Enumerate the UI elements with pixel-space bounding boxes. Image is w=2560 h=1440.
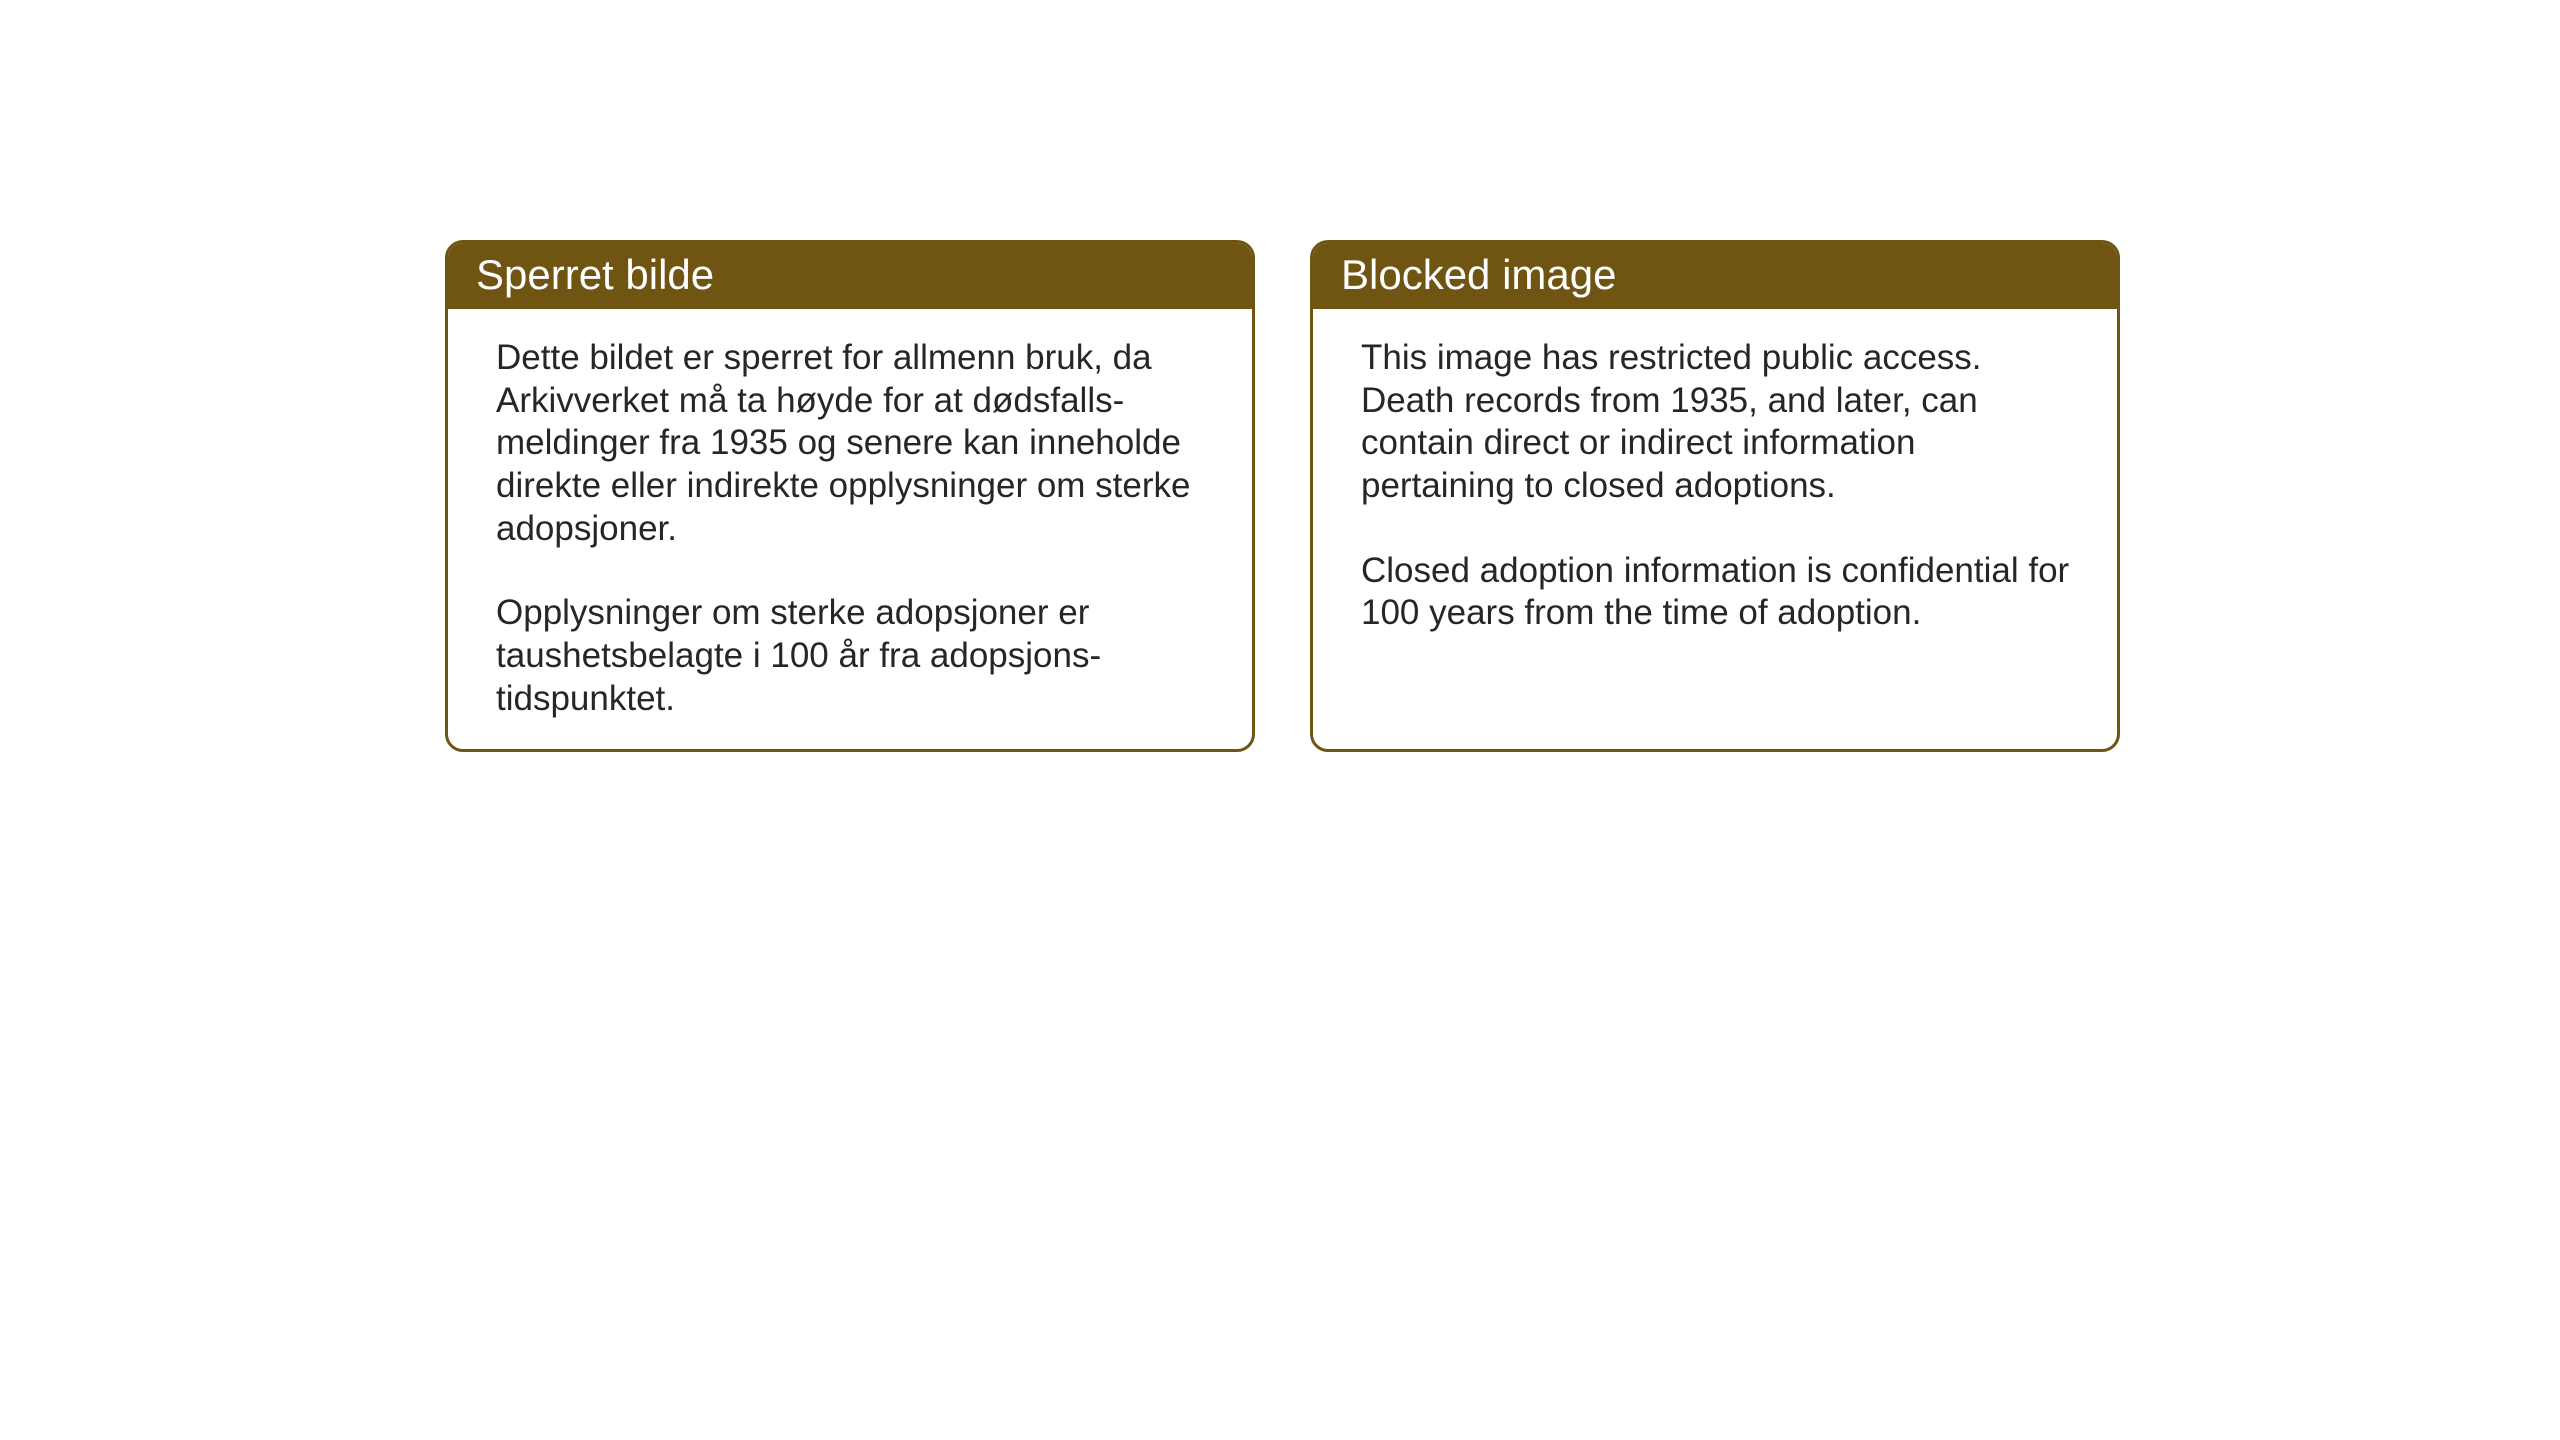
norwegian-card-body: Dette bildet er sperret for allmenn bruk…	[448, 309, 1252, 749]
norwegian-notice-card: Sperret bilde Dette bildet er sperret fo…	[445, 240, 1255, 752]
english-paragraph-2: Closed adoption information is confident…	[1361, 550, 2075, 635]
english-card-title: Blocked image	[1313, 243, 2117, 309]
english-paragraph-1: This image has restricted public access.…	[1361, 337, 2075, 508]
norwegian-card-title: Sperret bilde	[448, 243, 1252, 309]
english-notice-card: Blocked image This image has restricted …	[1310, 240, 2120, 752]
norwegian-paragraph-2: Opplysninger om sterke adopsjoner er tau…	[496, 592, 1210, 720]
norwegian-paragraph-1: Dette bildet er sperret for allmenn bruk…	[496, 337, 1210, 550]
cards-container: Sperret bilde Dette bildet er sperret fo…	[445, 240, 2120, 752]
english-card-body: This image has restricted public access.…	[1313, 309, 2117, 663]
